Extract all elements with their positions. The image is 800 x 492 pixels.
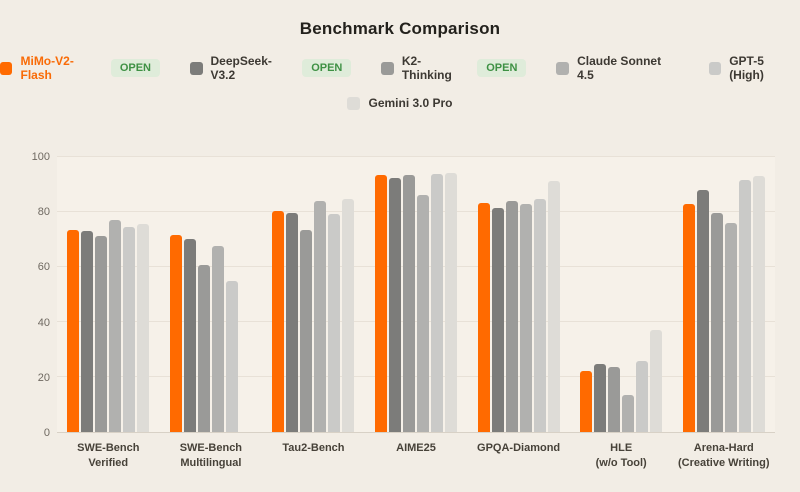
legend: MiMo-V2-Flash OPEN DeepSeek-V3.2 OPEN K2-Thi… [0, 54, 800, 110]
legend-item[interactable]: GPT-5 (High) [708, 54, 800, 82]
bar-group [160, 157, 263, 432]
legend-label: GPT-5 (High) [729, 54, 764, 82]
bar[interactable] [123, 227, 136, 432]
legend-row: Gemini 3.0 Pro [0, 96, 800, 110]
bar[interactable] [738, 179, 751, 432]
gridline [57, 211, 775, 212]
gridline [57, 321, 775, 322]
bar[interactable] [81, 231, 94, 432]
open-badge: OPEN [477, 59, 527, 77]
bar[interactable] [342, 199, 355, 432]
x-axis-category-label: Arena-Hard (Creative Writing) [678, 442, 770, 469]
y-tick-label: 80 [37, 206, 50, 219]
bar[interactable] [724, 223, 737, 432]
bar[interactable] [95, 236, 108, 432]
bar[interactable] [328, 213, 341, 432]
bar[interactable] [696, 189, 709, 432]
bar[interactable] [137, 224, 150, 432]
gridline [57, 266, 775, 267]
bar[interactable] [594, 363, 607, 432]
legend-swatch-icon [0, 61, 13, 75]
x-axis-category-label: SWE-Bench Multilingual [179, 442, 243, 469]
bar[interactable] [300, 230, 313, 432]
bar-group [262, 157, 365, 432]
legend-swatch-icon [190, 61, 203, 75]
bar-group [467, 157, 570, 432]
legend-label: K2-Thinking [401, 54, 452, 82]
legend-item[interactable]: Claude Sonnet 4.5 [556, 54, 678, 82]
bar[interactable] [650, 329, 663, 432]
bar[interactable] [580, 371, 593, 432]
bar[interactable] [752, 175, 765, 432]
bar[interactable] [197, 264, 210, 432]
bar[interactable] [519, 204, 532, 432]
legend-swatch-icon [708, 61, 722, 75]
bar[interactable] [547, 180, 560, 432]
legend-swatch-icon [556, 61, 570, 75]
legend-label: Gemini 3.0 Pro [368, 96, 453, 110]
legend-swatch-icon [347, 96, 361, 110]
bar[interactable] [682, 204, 695, 432]
bar[interactable] [314, 200, 327, 432]
legend-item[interactable]: K2-Thinking OPEN [381, 54, 527, 82]
legend-label: MiMo-V2-Flash [20, 54, 74, 82]
bar[interactable] [445, 173, 458, 432]
bar[interactable] [375, 174, 388, 432]
bar-group [672, 157, 775, 432]
bar-group [57, 157, 160, 432]
bar[interactable] [622, 395, 635, 432]
legend-swatch-icon [381, 61, 394, 75]
legend-item[interactable]: Gemini 3.0 Pro [347, 96, 453, 110]
x-axis-category-label: HLE (w/o Tool) [595, 442, 647, 469]
chart: 0 20 40 60 80 100 [0, 151, 800, 439]
bar[interactable] [533, 198, 546, 432]
y-tick-label: 20 [37, 371, 50, 384]
bar[interactable] [431, 174, 444, 432]
bar[interactable] [183, 238, 196, 432]
chart-title: Benchmark Comparison [299, 19, 501, 38]
bar[interactable] [67, 230, 80, 432]
bar-groups [57, 157, 775, 432]
y-tick-label: 0 [43, 427, 50, 439]
plot-area [57, 156, 775, 433]
y-axis: 0 20 40 60 80 100 [0, 151, 50, 439]
bar[interactable] [389, 177, 402, 432]
legend-item[interactable]: DeepSeek-V3.2 OPEN [190, 54, 352, 82]
legend-item[interactable]: MiMo-V2-Flash OPEN [0, 54, 161, 82]
bar[interactable] [169, 235, 182, 432]
bar[interactable] [477, 202, 490, 432]
bar[interactable] [710, 213, 723, 432]
gridline [57, 156, 775, 157]
legend-label: DeepSeek-V3.2 [210, 54, 272, 82]
bar[interactable] [272, 211, 285, 432]
bar[interactable] [636, 360, 649, 432]
legend-label: Claude Sonnet 4.5 [577, 54, 662, 82]
x-axis-category-label: GPQA-Diamond [477, 442, 561, 454]
bar[interactable] [417, 194, 430, 432]
bar-group [365, 157, 468, 432]
y-tick-label: 60 [37, 261, 50, 274]
x-axis-category-label: AIME25 [396, 442, 436, 454]
x-axis-category-label: Tau2-Bench [282, 442, 345, 454]
open-badge: OPEN [302, 59, 352, 77]
bar[interactable] [211, 245, 224, 432]
open-badge: OPEN [110, 59, 161, 77]
bar[interactable] [225, 281, 238, 432]
bar-group [570, 157, 673, 432]
bar[interactable] [109, 220, 122, 432]
legend-row: MiMo-V2-Flash OPEN DeepSeek-V3.2 OPEN K2-Thi… [0, 54, 800, 82]
bar[interactable] [286, 213, 299, 432]
gridline [57, 376, 775, 377]
bar[interactable] [608, 366, 621, 432]
bar[interactable] [403, 174, 416, 432]
x-axis-labels: SWE-Bench Verified SWE-Bench Multilingual… [57, 441, 775, 471]
y-tick-label: 40 [37, 316, 50, 329]
x-axis-category-label: SWE-Bench Verified [77, 442, 140, 469]
y-tick-label: 100 [31, 151, 50, 163]
bar[interactable] [491, 207, 504, 432]
bar[interactable] [505, 200, 518, 432]
